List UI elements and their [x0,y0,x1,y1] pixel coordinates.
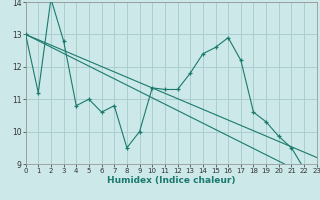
X-axis label: Humidex (Indice chaleur): Humidex (Indice chaleur) [107,176,236,185]
